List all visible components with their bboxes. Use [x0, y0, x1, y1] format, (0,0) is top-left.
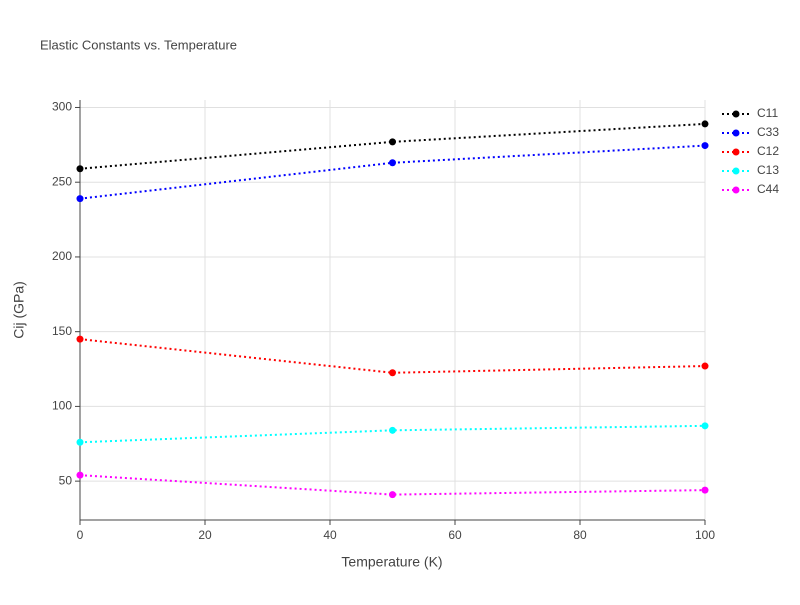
- y-tick-label: 250: [52, 174, 72, 188]
- legend-marker: [732, 129, 740, 137]
- data-point: [389, 369, 396, 377]
- y-axis-title: Cij (GPa): [11, 281, 27, 339]
- legend-label: C11: [757, 106, 778, 120]
- y-tick-label: 200: [52, 249, 72, 263]
- data-point: [701, 120, 709, 128]
- x-tick-label: 80: [573, 528, 587, 542]
- legend-marker: [732, 148, 740, 156]
- legend-label: C33: [757, 125, 779, 139]
- x-tick-label: 0: [77, 528, 84, 542]
- data-point: [701, 362, 709, 370]
- x-tick-label: 40: [323, 528, 337, 542]
- data-point: [389, 159, 396, 167]
- legend-label: C13: [757, 163, 779, 177]
- y-tick-label: 100: [52, 399, 72, 413]
- x-axis-title: Temperature (K): [341, 554, 442, 570]
- y-tick-label: 150: [52, 324, 72, 338]
- x-tick-label: 20: [198, 528, 212, 542]
- data-point: [76, 195, 84, 203]
- series-line: [79, 474, 706, 496]
- data-point: [76, 335, 84, 343]
- chart-title: Elastic Constants vs. Temperature: [40, 37, 237, 52]
- data-point: [701, 422, 709, 430]
- data-point: [76, 165, 84, 173]
- legend-marker: [732, 186, 740, 194]
- series-line: [79, 424, 706, 444]
- legend-marker: [732, 110, 740, 118]
- y-tick-label: 50: [59, 473, 73, 487]
- data-point: [701, 486, 709, 494]
- data-point: [389, 138, 396, 146]
- data-point: [701, 142, 709, 150]
- data-point: [389, 491, 396, 499]
- data-point: [76, 471, 84, 479]
- data-point: [389, 426, 396, 434]
- series-line: [79, 338, 706, 374]
- x-tick-label: 60: [448, 528, 462, 542]
- series-line: [79, 144, 706, 200]
- legend-marker: [732, 167, 740, 175]
- legend-label: C44: [757, 182, 779, 196]
- y-tick-label: 300: [52, 100, 72, 114]
- legend-label: C12: [757, 144, 779, 158]
- data-point: [76, 438, 84, 446]
- x-tick-label: 100: [695, 528, 715, 542]
